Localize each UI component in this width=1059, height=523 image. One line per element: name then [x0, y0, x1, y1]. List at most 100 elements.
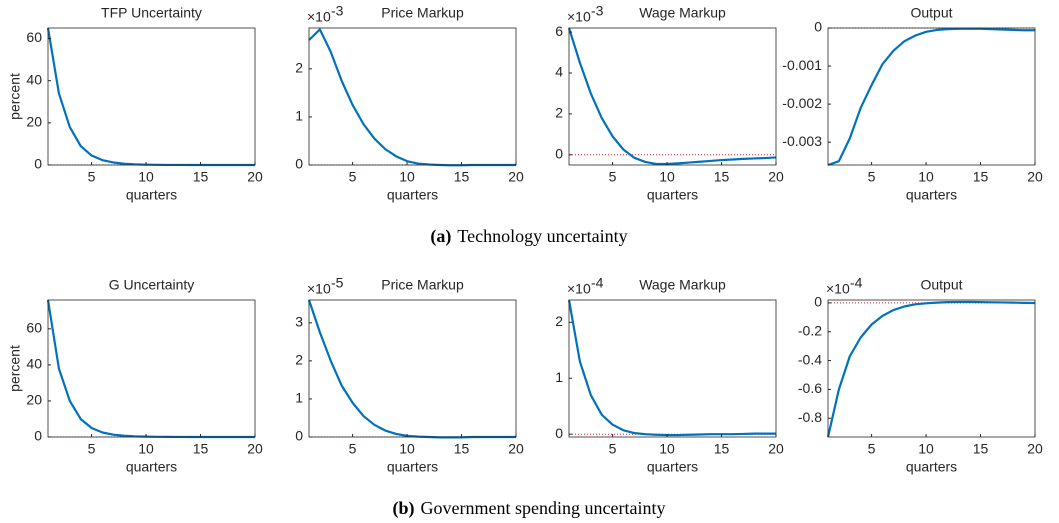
- x-tick-label: 15: [454, 441, 470, 457]
- x-tick-label: 10: [399, 441, 415, 457]
- y-tick-label: 4: [555, 64, 563, 80]
- y-axis-label: percent: [7, 345, 23, 392]
- subplot-title: Wage Markup: [639, 5, 726, 21]
- y-tick-label: -0.2: [798, 322, 822, 338]
- x-tick-label: 10: [918, 169, 934, 185]
- y-multiplier-exponent: -4: [850, 275, 863, 291]
- x-tick-label: 20: [1027, 441, 1043, 457]
- y-multiplier-exponent: -5: [331, 275, 344, 291]
- series-line: [567, 299, 776, 437]
- y-multiplier-base: ×10: [567, 281, 591, 297]
- subplot-title: Wage Markup: [639, 277, 726, 293]
- y-multiplier-base: ×10: [567, 9, 591, 25]
- y-tick-label: 0: [295, 156, 303, 172]
- x-tick-label: 20: [768, 169, 784, 185]
- series-line: [567, 27, 777, 166]
- y-tick-label: 6: [555, 23, 563, 39]
- x-tick-label: 15: [973, 441, 989, 457]
- subplot-title: Price Markup: [381, 5, 464, 21]
- plot-area: [309, 28, 516, 165]
- x-tick-label: 20: [1027, 169, 1043, 185]
- x-axis-label: quarters: [906, 459, 957, 475]
- axes-box: [47, 27, 256, 166]
- x-axis-label: quarters: [647, 187, 698, 203]
- x-tick-label: 15: [193, 169, 209, 185]
- y-tick-label: 2: [295, 60, 303, 76]
- plot-area: [48, 300, 255, 437]
- axes-box: [827, 27, 1036, 166]
- subplot-title: Output: [920, 277, 962, 293]
- y-tick-label: 1: [555, 369, 563, 385]
- caption-label: (a): [430, 226, 451, 247]
- subplot-title: TFP Uncertainty: [101, 5, 202, 21]
- caption: (a) Technology uncertainty: [430, 226, 627, 247]
- caption-text: Government spending uncertainty: [421, 498, 666, 518]
- y-tick-label: 40: [26, 356, 42, 372]
- subplot: 5 10 15 20 0 20 40 60 G Uncertainty quarters perce…: [7, 277, 263, 475]
- caption-text: Technology uncertainty: [457, 226, 627, 246]
- subplot: 5 10 15 20 0 1 2 3 Price Markup quarters ×10 -5: [295, 275, 524, 475]
- caption-label: (b): [393, 498, 415, 519]
- x-tick-label: 5: [868, 169, 876, 185]
- y-tick-label: 2: [295, 352, 303, 368]
- y-tick-label: 2: [555, 313, 563, 329]
- y-tick-label: 1: [295, 390, 303, 406]
- y-multiplier-base: ×10: [307, 281, 331, 297]
- y-tick-label: 60: [26, 320, 42, 336]
- axes-box: [47, 299, 256, 438]
- y-tick-label: -0.002: [782, 95, 822, 111]
- x-tick-label: 20: [768, 441, 784, 457]
- y-tick-label: 1: [295, 108, 303, 124]
- x-tick-label: 5: [88, 169, 96, 185]
- y-tick-label: 0: [34, 428, 42, 444]
- plot-area: [48, 28, 255, 165]
- y-tick-label: -0.001: [782, 57, 822, 73]
- x-tick-label: 15: [714, 441, 730, 457]
- subplot-title: Output: [910, 5, 952, 21]
- subplot: 5 10 15 20 0 20 40 60 TFP Uncertainty quarters per…: [7, 5, 263, 203]
- series-line: [826, 300, 1036, 438]
- x-axis-label: quarters: [126, 187, 177, 203]
- x-tick-label: 10: [138, 169, 154, 185]
- x-tick-label: 5: [609, 441, 617, 457]
- plot-area: [569, 28, 776, 165]
- x-tick-label: 10: [659, 169, 675, 185]
- subplot: 5 10 15 20 -0.003 -0.002 -0.001 0 Output quarters: [782, 5, 1043, 203]
- axes-box: [308, 299, 517, 438]
- y-tick-label: 20: [26, 392, 42, 408]
- x-tick-label: 15: [973, 169, 989, 185]
- x-tick-label: 5: [349, 441, 357, 457]
- x-tick-label: 10: [399, 169, 415, 185]
- x-tick-label: 10: [138, 441, 154, 457]
- y-tick-label: -0.4: [798, 351, 822, 367]
- y-tick-label: 3: [295, 314, 303, 330]
- x-tick-label: 5: [88, 441, 96, 457]
- x-tick-label: 10: [659, 441, 675, 457]
- y-tick-label: 0: [295, 428, 303, 444]
- x-tick-label: 15: [454, 169, 470, 185]
- x-axis-label: quarters: [387, 459, 438, 475]
- x-axis-label: quarters: [126, 459, 177, 475]
- x-tick-label: 5: [868, 441, 876, 457]
- x-tick-label: 20: [247, 169, 263, 185]
- subplot-title: G Uncertainty: [109, 277, 195, 293]
- axes-box: [568, 27, 777, 166]
- x-tick-label: 10: [918, 441, 934, 457]
- plot-area: [309, 300, 516, 437]
- axes-box: [827, 299, 1036, 438]
- axes-box: [568, 299, 777, 438]
- axes-box: [308, 27, 517, 166]
- x-axis-label: quarters: [647, 459, 698, 475]
- y-multiplier-base: ×10: [826, 281, 850, 297]
- x-tick-label: 15: [193, 441, 209, 457]
- caption: (b) Government spending uncertainty: [393, 498, 666, 519]
- y-tick-label: 60: [26, 29, 42, 45]
- x-tick-label: 15: [714, 169, 730, 185]
- y-tick-label: 0: [555, 145, 563, 161]
- subplot: 5 10 15 20 0 1 2 Price Markup quarters ×10 -3: [295, 3, 524, 203]
- y-multiplier-exponent: -4: [591, 275, 604, 291]
- y-tick-label: 20: [26, 114, 42, 130]
- y-tick-label: -0.003: [782, 133, 822, 149]
- y-axis-label: percent: [7, 73, 23, 120]
